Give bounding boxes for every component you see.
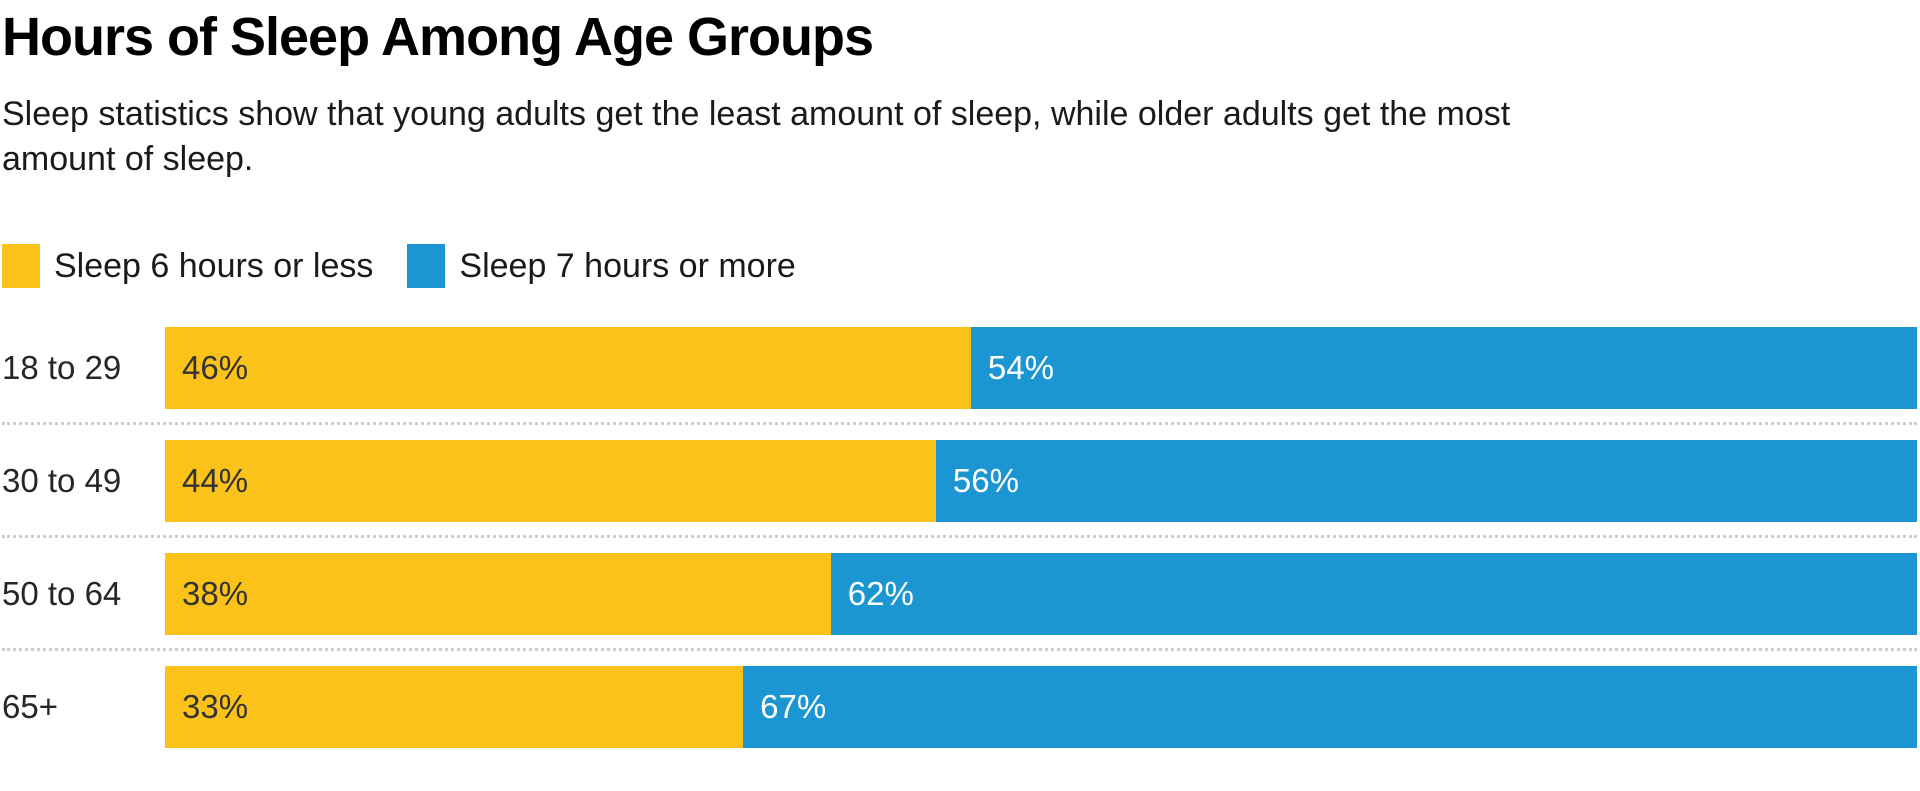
legend-swatch-blue — [407, 244, 446, 289]
bar-value-label: 38% — [182, 575, 249, 613]
page-subtitle: Sleep statistics show that young adults … — [2, 95, 1511, 179]
bar-value-label: 33% — [182, 688, 249, 726]
chart-row: 50 to 64 38% 62% — [2, 553, 1917, 636]
bar-segment-sleep-7-or-more: 56% — [935, 440, 1917, 523]
page-title: Hours of Sleep Among Age Groups — [2, 7, 874, 67]
chart-row: 18 to 29 46% 54% — [2, 327, 1917, 410]
legend-item-sleep-7-or-more: Sleep 7 hours or more — [407, 244, 796, 289]
bar-track: 38% 62% — [165, 553, 1917, 636]
legend-label: Sleep 6 hours or less — [54, 246, 374, 285]
bar-segment-sleep-6-or-less: 38% — [165, 553, 831, 636]
chart-page: Hours of Sleep Among Age Groups Sleep st… — [2, 7, 1920, 749]
bar-segment-sleep-7-or-more: 67% — [743, 666, 1917, 749]
bar-segment-sleep-6-or-less: 46% — [165, 327, 971, 410]
bar-value-label: 44% — [182, 462, 249, 500]
bar-segment-sleep-7-or-more: 62% — [830, 553, 1917, 636]
bar-value-label: 62% — [847, 575, 914, 613]
legend-label: Sleep 7 hours or more — [459, 246, 796, 285]
age-group-label: 30 to 49 — [2, 462, 122, 500]
bar-track: 44% 56% — [165, 440, 1917, 523]
chart-row: 65+ 33% 67% — [2, 666, 1917, 749]
bar-track: 33% 67% — [165, 666, 1917, 749]
bar-segment-sleep-6-or-less: 33% — [165, 666, 744, 749]
row-separator — [2, 422, 1917, 426]
bar-value-label: 67% — [760, 688, 827, 726]
stacked-bar-chart: 18 to 29 46% 54% 30 to 49 44% 56% — [2, 327, 1920, 749]
legend: Sleep 6 hours or less Sleep 7 hours or m… — [2, 244, 1920, 289]
chart-row: 30 to 49 44% 56% — [2, 440, 1917, 523]
legend-swatch-yellow — [2, 244, 40, 289]
age-group-label: 18 to 29 — [2, 349, 122, 387]
bar-track: 46% 54% — [165, 327, 1917, 410]
bar-value-label: 54% — [987, 349, 1054, 387]
age-group-label: 65+ — [2, 688, 58, 726]
bar-value-label: 56% — [952, 462, 1019, 500]
bar-value-label: 46% — [182, 349, 249, 387]
legend-item-sleep-6-or-less: Sleep 6 hours or less — [2, 244, 374, 289]
row-separator — [2, 648, 1917, 652]
age-group-label: 50 to 64 — [2, 575, 122, 613]
bar-segment-sleep-7-or-more: 54% — [970, 327, 1917, 410]
row-separator — [2, 535, 1917, 539]
bar-segment-sleep-6-or-less: 44% — [165, 440, 936, 523]
